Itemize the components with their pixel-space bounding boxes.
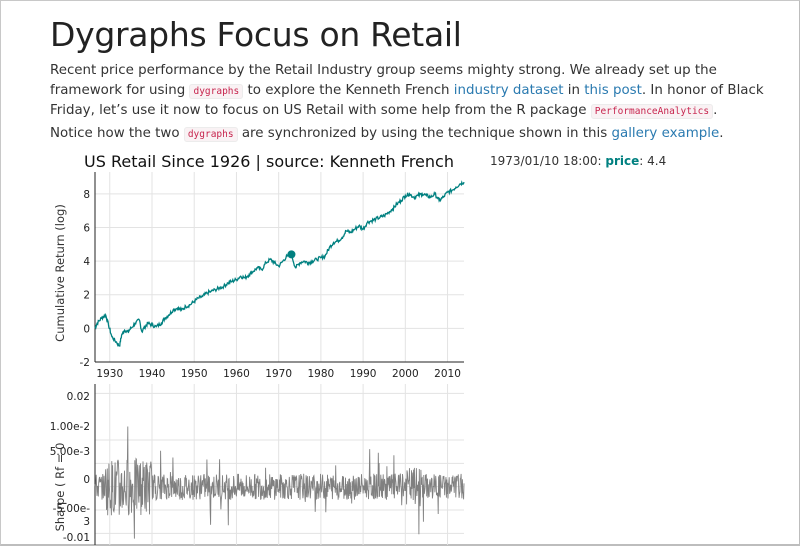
intro-paragraph: Recent price performance by the Retail I… <box>50 61 775 122</box>
sharpe-y-tick-label: 1.00e-2 <box>50 421 90 433</box>
link-gallery-example[interactable]: gallery example <box>611 126 720 141</box>
price-x-tick-label: 1970 <box>265 368 292 380</box>
price-x-tick-label: 1930 <box>96 368 123 380</box>
sharpe-y-axis-title: Sharpe ( Rf = 0 <box>53 443 67 532</box>
price-y-tick-label: -2 <box>80 357 90 369</box>
legend-separator: : <box>639 154 648 168</box>
price-y-axis-title: Cumulative Return (log) <box>53 204 67 342</box>
legend-value: 4.4 <box>647 154 667 168</box>
paragraph-text: in <box>563 82 585 98</box>
paragraph-text: to explore the Kenneth French <box>243 82 454 98</box>
price-x-tick-label: 1960 <box>223 368 250 380</box>
sharpe-series-line <box>94 426 465 539</box>
chart-title: US Retail Since 1926 | source: Kenneth F… <box>84 152 454 171</box>
price-x-tick-label: 1990 <box>350 368 377 380</box>
highlight-point <box>287 250 296 259</box>
paragraph-text: . <box>713 103 718 118</box>
inline-code-dygraphs: dygraphs <box>189 83 244 99</box>
paragraph-text: are synchronized by using the technique … <box>237 126 612 141</box>
price-x-tick-label: 2000 <box>392 368 419 380</box>
sharpe-y-tick-label: -5.00e- <box>53 503 91 515</box>
paragraph-text: Notice how the two <box>50 126 184 141</box>
paragraph-text: Recent price performance by the Retail I… <box>50 63 717 98</box>
price-y-tick-label: 0 <box>83 323 90 335</box>
chart-legend: 1973/01/10 18:00: price: 4.4 <box>490 154 666 168</box>
legend-date: 1973/01/10 18:00: <box>490 154 606 168</box>
price-x-tick-label: 1950 <box>181 368 208 380</box>
price-y-tick-label: 4 <box>83 256 90 268</box>
inline-code-dygraphs-2: dygraphs <box>183 127 238 142</box>
price-x-tick-label: 1940 <box>139 368 166 380</box>
price-y-tick-label: 2 <box>83 290 90 302</box>
sync-paragraph: Notice how the two dygraphs are synchron… <box>50 124 775 145</box>
sharpe-y-tick-label: 0 <box>83 474 90 486</box>
page-title: Dygraphs Focus on Retail <box>50 15 462 54</box>
link-this-post[interactable]: this post <box>584 82 642 98</box>
sharpe-y-tick-label: 5.00e-3 <box>50 446 90 458</box>
price-x-tick-label: 1980 <box>308 368 335 380</box>
inline-code-performanceanalytics: PerformanceAnalytics <box>590 104 714 119</box>
sharpe-y-tick-label: 3 <box>83 516 90 528</box>
sharpe-y-tick-label: 0.02 <box>67 391 90 403</box>
price-y-tick-label: 6 <box>83 222 90 234</box>
sharpe-y-tick-label: -0.01 <box>63 532 90 544</box>
legend-series-name: price <box>605 154 640 168</box>
price-y-tick-label: 8 <box>83 189 90 201</box>
paragraph-text: . <box>719 126 724 141</box>
link-industry-dataset[interactable]: industry dataset <box>453 82 564 98</box>
price-series-line <box>94 180 465 348</box>
price-x-tick-label: 2010 <box>434 368 461 380</box>
paragraph-text: . In honor of Black Friday, let’s use it… <box>50 82 764 119</box>
